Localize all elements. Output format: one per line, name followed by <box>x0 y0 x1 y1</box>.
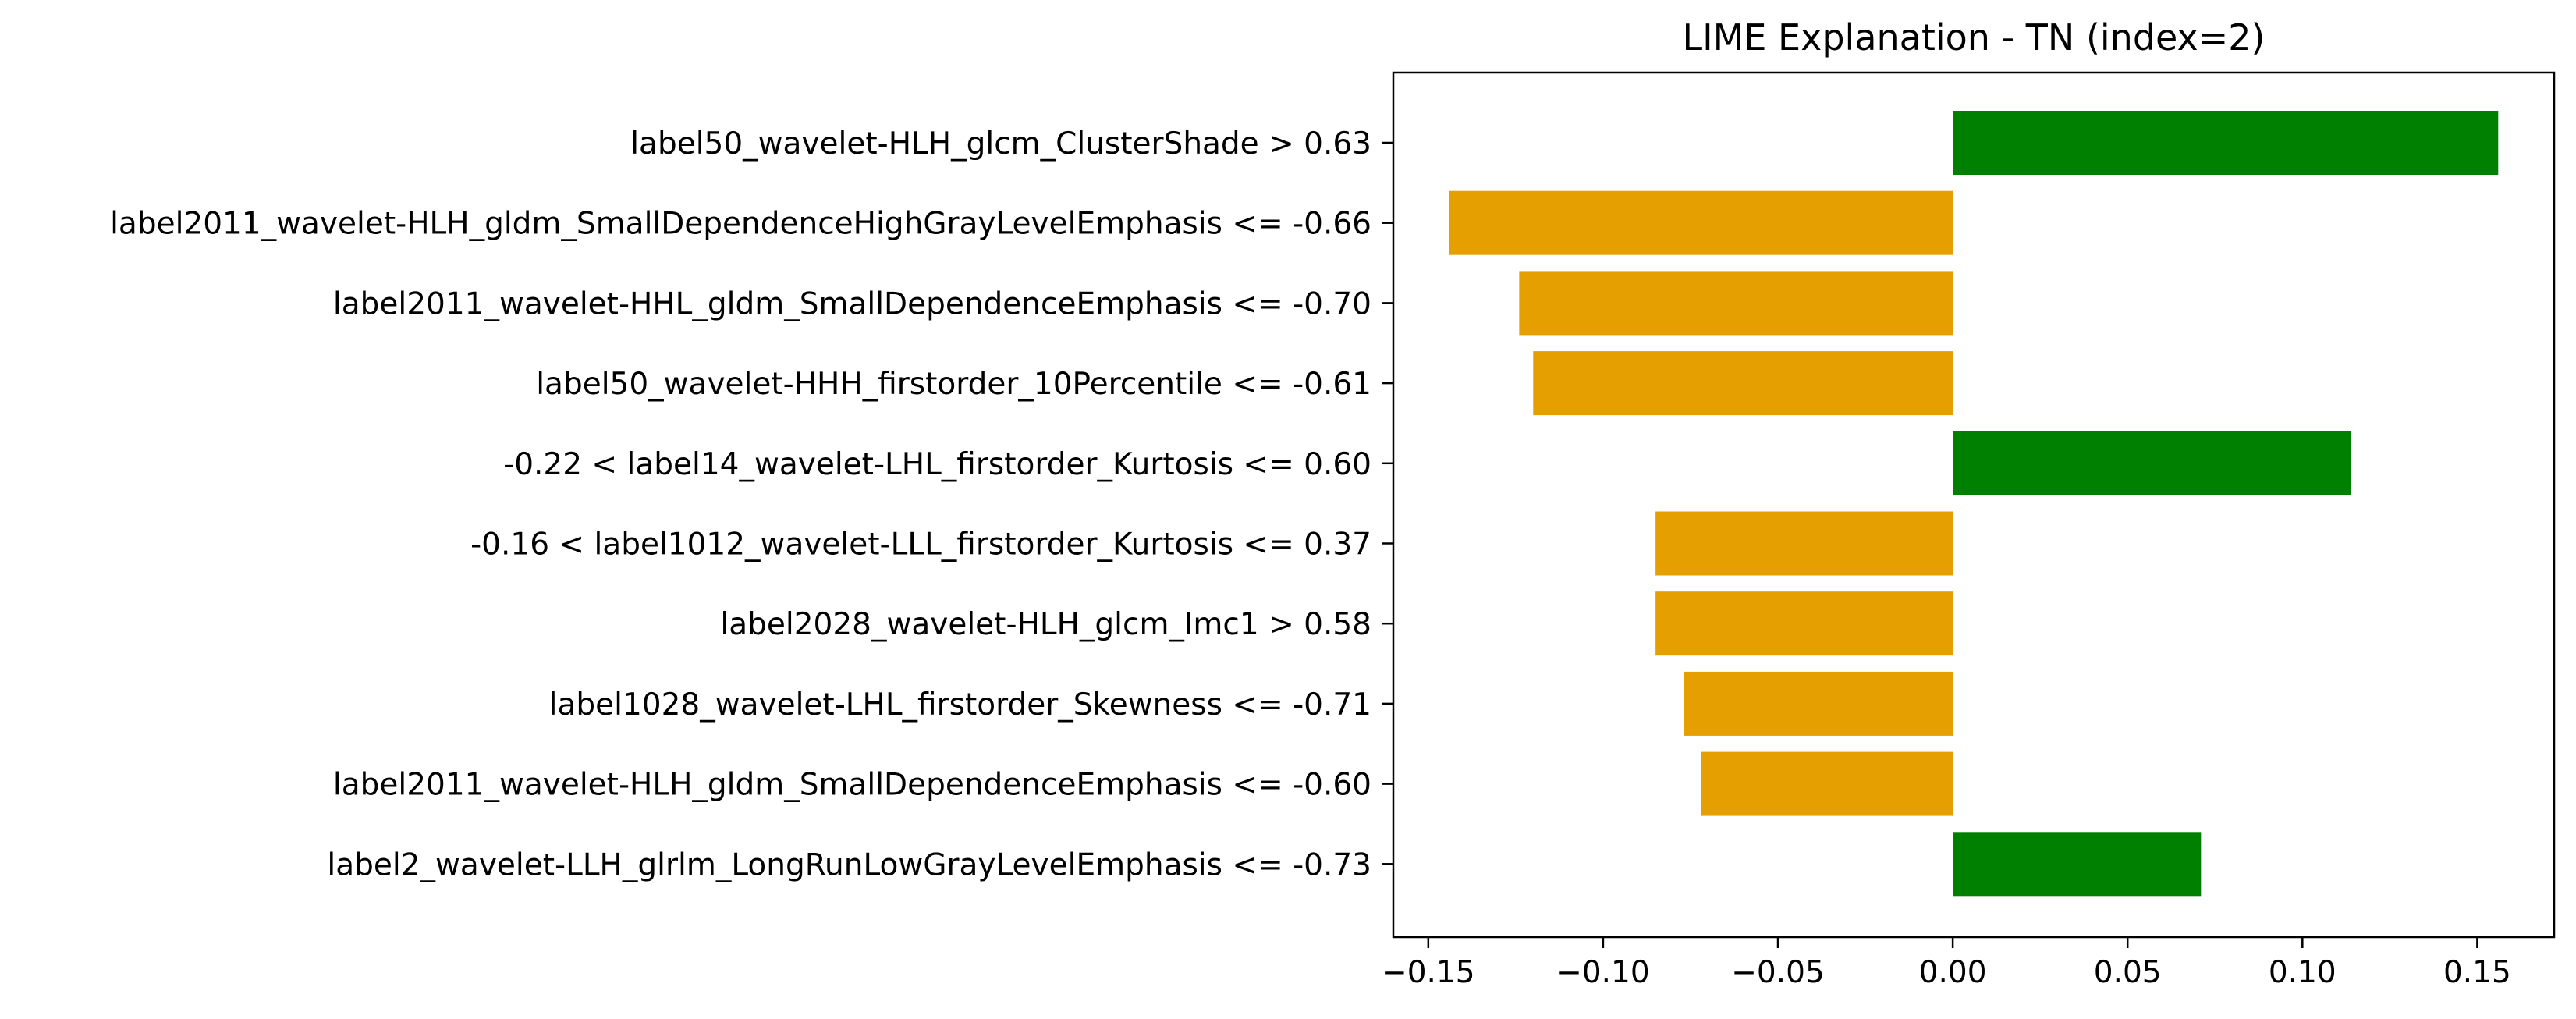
x-axis-ticks: −0.15 −0.10 −0.05 0.00 0.05 0.10 0.15 <box>1382 937 2511 990</box>
bars-layer <box>1449 111 2499 897</box>
plot-frame <box>1392 71 2556 939</box>
x-tick-label: 0.00 <box>1919 955 1987 990</box>
bar <box>1519 271 1953 336</box>
y-tick-label: -0.22 < label14_wavelet-LHL_firstorder_K… <box>503 447 1371 482</box>
bar <box>1701 751 1953 816</box>
y-tick-label: label2_wavelet-LLH_glrlm_LongRunLowGrayL… <box>327 847 1371 882</box>
y-tick-label: label50_wavelet-HLH_glcm_ClusterShade > … <box>630 126 1371 162</box>
x-tick-label: 0.10 <box>2269 955 2336 990</box>
bar <box>1953 431 2352 495</box>
y-tick-label: label2011_wavelet-HLH_gldm_SmallDependen… <box>333 768 1371 803</box>
y-tick-label: -0.16 < label1012_wavelet-LLL_firstorder… <box>470 527 1371 563</box>
y-tick-label: label2011_wavelet-HLH_gldm_SmallDependen… <box>110 207 1371 242</box>
x-tick-label: 0.15 <box>2443 955 2511 990</box>
bar <box>1953 832 2202 897</box>
y-tick-labels: label50_wavelet-HLH_glcm_ClusterShade > … <box>110 126 1393 882</box>
y-tick-label: label2011_wavelet-HHL_gldm_SmallDependen… <box>333 286 1371 321</box>
bar <box>1655 591 1953 656</box>
y-tick-label: label1028_wavelet-LHL_firstorder_Skewnes… <box>549 687 1371 723</box>
y-tick-label: label50_wavelet-HHH_firstorder_10Percent… <box>536 367 1371 402</box>
bar <box>1533 351 1953 416</box>
bar <box>1684 671 1953 736</box>
x-tick-label: −0.15 <box>1382 955 1475 990</box>
x-tick-label: 0.05 <box>2094 955 2162 990</box>
bar <box>1655 511 1953 576</box>
bar <box>1953 111 2499 175</box>
x-tick-label: −0.10 <box>1556 955 1650 990</box>
chart-title: LIME Explanation - TN (index=2) <box>1682 16 2265 59</box>
y-tick-label: label2028_wavelet-HLH_glcm_Imc1 > 0.58 <box>720 607 1371 642</box>
x-tick-label: −0.05 <box>1731 955 1825 990</box>
bar <box>1449 190 1953 255</box>
